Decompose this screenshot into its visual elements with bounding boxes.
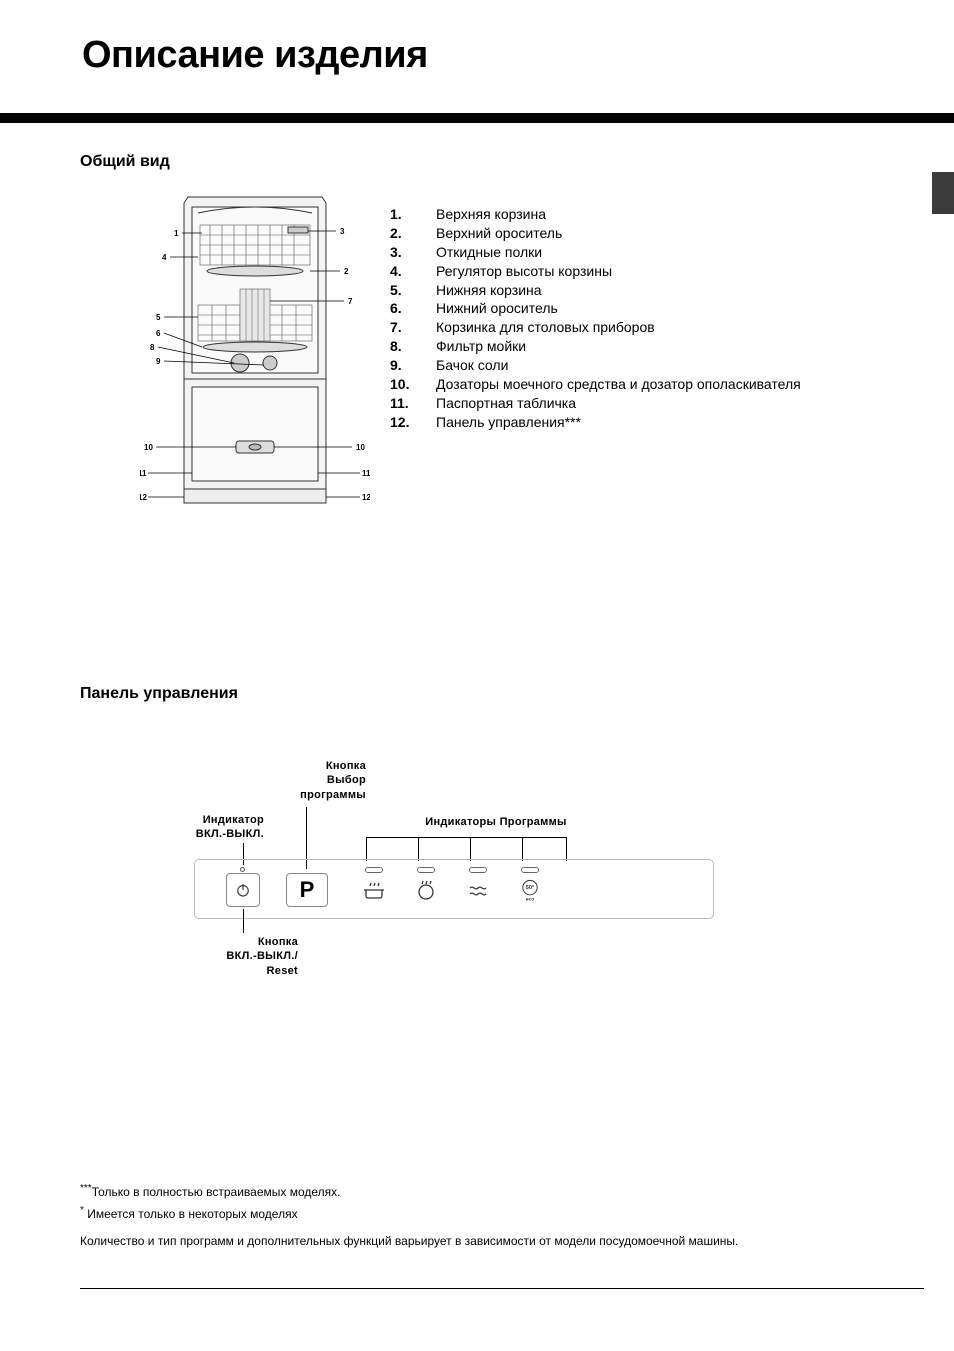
legend-row: 8. Фильтр мойки <box>390 337 874 356</box>
legend-num: 12. <box>390 413 414 432</box>
label-onoff-indicator: Индикатор ВКЛ.-ВЫКЛ. <box>154 813 264 842</box>
callout-10r: 10 <box>356 443 365 452</box>
legend-row: 12. Панель управления*** <box>390 413 874 432</box>
callout-7: 7 <box>348 297 353 306</box>
panel-body <box>194 859 714 919</box>
footnote-2: * Имеется только в некоторых моделях <box>80 1203 880 1224</box>
panel-section: Панель управления Кнопка Выбор программы… <box>80 685 874 999</box>
legend-row: 2. Верхний ороситель <box>390 224 874 243</box>
pot-icon <box>362 878 386 902</box>
legend-num: 8. <box>390 337 414 356</box>
callout-6: 6 <box>156 329 161 338</box>
callout-11l: 11 <box>140 469 147 478</box>
label-program-select: Кнопка Выбор программы <box>246 759 366 802</box>
footnote-3: Количество и тип программ и дополнительн… <box>80 1232 880 1251</box>
legend-text: Откидные полки <box>436 243 874 262</box>
label-power-button: Кнопка ВКЛ.-ВЫКЛ./ Reset <box>178 935 298 978</box>
dishwasher-diagram: 1 3 4 2 7 5 6 8 9 10 10 11 11 12 12 <box>80 189 350 525</box>
callout-12l: 12 <box>140 493 147 502</box>
legend-text: Панель управления*** <box>436 413 874 432</box>
callout-8: 8 <box>150 343 155 352</box>
legend-text: Паспортная табличка <box>436 394 874 413</box>
overview-row: 1 3 4 2 7 5 6 8 9 10 10 11 11 12 12 <box>80 189 874 525</box>
legend-text: Фильтр мойки <box>436 337 874 356</box>
program-indicator-eco: 50° eco <box>508 867 552 902</box>
legend-text: Верхний ороситель <box>436 224 874 243</box>
legend-num: 7. <box>390 318 414 337</box>
legend-row: 11. Паспортная табличка <box>390 394 874 413</box>
program-indicator-soak <box>456 867 500 902</box>
legend-num: 11. <box>390 394 414 413</box>
callout-4: 4 <box>162 253 167 262</box>
legend-text: Нижняя корзина <box>436 281 874 300</box>
callout-1: 1 <box>174 229 179 238</box>
legend-row: 6. Нижний ороситель <box>390 299 874 318</box>
program-select-button[interactable]: P <box>286 873 328 907</box>
legend-text: Регулятор высоты корзины <box>436 262 874 281</box>
overview-heading: Общий вид <box>80 153 874 171</box>
legend-text: Корзинка для столовых приборов <box>436 318 874 337</box>
legend-row: 4. Регулятор высоты корзины <box>390 262 874 281</box>
overview-legend: 1. Верхняя корзина 2. Верхний ороситель 3.… <box>390 189 874 432</box>
eco-icon: 50° eco <box>518 878 542 902</box>
program-indicator-normal <box>404 867 448 902</box>
legend-text: Дозаторы моечного средства и дозатор опо… <box>436 375 874 394</box>
legend-row: 1. Верхняя корзина <box>390 205 874 224</box>
legend-num: 9. <box>390 356 414 375</box>
legend-row: 5. Нижняя корзина <box>390 281 874 300</box>
callout-2: 2 <box>344 267 349 276</box>
callout-11r: 11 <box>362 469 370 478</box>
callout-9: 9 <box>156 357 161 366</box>
program-indicator-intensive <box>352 867 396 902</box>
legend-row: 10. Дозаторы моечного средства и дозатор … <box>390 375 874 394</box>
legend-text: Бачок соли <box>436 356 874 375</box>
power-icon <box>234 881 252 899</box>
panel-heading: Панель управления <box>80 685 874 703</box>
plate-icon <box>414 878 438 902</box>
legend-num: 3. <box>390 243 414 262</box>
legend-row: 7. Корзинка для столовых приборов <box>390 318 874 337</box>
legend-num: 2. <box>390 224 414 243</box>
content: Общий вид <box>0 123 954 999</box>
legend-text: Нижний ороситель <box>436 299 874 318</box>
svg-text:50°: 50° <box>526 885 534 891</box>
legend-num: 4. <box>390 262 414 281</box>
footnote-1: ***Только в полностью встраиваемых модел… <box>80 1181 880 1202</box>
footnotes: ***Только в полностью встраиваемых модел… <box>80 1181 880 1251</box>
legend-num: 5. <box>390 281 414 300</box>
svg-text:eco: eco <box>526 897 534 902</box>
callout-10l: 10 <box>144 443 153 452</box>
power-button[interactable] <box>226 873 260 907</box>
legend-row: 9. Бачок соли <box>390 356 874 375</box>
edge-tab <box>932 172 954 214</box>
bottom-rule <box>80 1288 924 1289</box>
title-rule <box>0 113 954 123</box>
callout-3: 3 <box>340 227 345 236</box>
page-title: Описание изделия <box>0 0 954 77</box>
legend-text: Верхняя корзина <box>436 205 874 224</box>
callout-12r: 12 <box>362 493 370 502</box>
onoff-indicator-dot <box>240 867 245 872</box>
soak-icon <box>466 878 490 902</box>
legend-num: 10. <box>390 375 414 394</box>
label-program-indicators: Индикаторы Программы <box>396 815 596 829</box>
legend-num: 6. <box>390 299 414 318</box>
legend-num: 1. <box>390 205 414 224</box>
legend-row: 3. Откидные полки <box>390 243 874 262</box>
callout-5: 5 <box>156 313 161 322</box>
control-panel-diagram: Кнопка Выбор программы Индикатор ВКЛ.-ВЫ… <box>136 759 756 999</box>
